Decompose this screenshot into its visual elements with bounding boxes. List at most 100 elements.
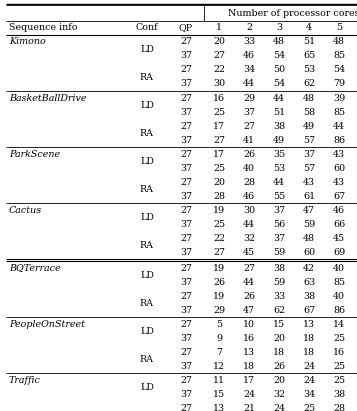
Text: 5: 5: [336, 23, 342, 32]
Text: 25: 25: [333, 333, 345, 342]
Text: BasketBallDrive: BasketBallDrive: [9, 93, 86, 102]
Text: 45: 45: [333, 233, 345, 242]
Text: RA: RA: [140, 72, 154, 81]
Text: 34: 34: [243, 65, 255, 74]
Text: 7: 7: [216, 347, 222, 356]
Text: 40: 40: [333, 291, 345, 300]
Text: 53: 53: [303, 65, 315, 74]
Text: 11: 11: [213, 376, 225, 385]
Text: 44: 44: [273, 178, 285, 187]
Text: 67: 67: [333, 192, 345, 201]
Text: 28: 28: [213, 192, 225, 201]
Text: Number of processor cores: Number of processor cores: [228, 9, 357, 18]
Text: 37: 37: [180, 79, 192, 88]
Text: 27: 27: [180, 319, 192, 328]
Text: RA: RA: [140, 355, 154, 363]
Text: 54: 54: [333, 65, 345, 74]
Text: LD: LD: [140, 212, 154, 222]
Text: Sequence info: Sequence info: [9, 23, 77, 32]
Text: 50: 50: [273, 65, 285, 74]
Text: LD: LD: [140, 157, 154, 166]
Text: 24: 24: [273, 404, 285, 411]
Text: 86: 86: [333, 136, 345, 145]
Text: 12: 12: [213, 362, 225, 370]
Text: 57: 57: [303, 136, 315, 145]
Text: LD: LD: [140, 326, 154, 335]
Text: 28: 28: [243, 178, 255, 187]
Text: 37: 37: [180, 136, 192, 145]
Text: 22: 22: [213, 233, 225, 242]
Text: 37: 37: [180, 219, 192, 229]
Text: 19: 19: [213, 263, 225, 272]
Text: 38: 38: [273, 263, 285, 272]
Text: 40: 40: [333, 263, 345, 272]
Text: 59: 59: [273, 277, 285, 286]
Text: 37: 37: [180, 247, 192, 256]
Text: 37: 37: [303, 150, 315, 159]
Text: 27: 27: [243, 122, 255, 131]
Text: 25: 25: [333, 362, 345, 370]
Text: 1: 1: [216, 23, 222, 32]
Text: 41: 41: [243, 136, 255, 145]
Text: 37: 37: [180, 333, 192, 342]
Text: 44: 44: [243, 219, 255, 229]
Text: 27: 27: [213, 51, 225, 60]
Text: 30: 30: [243, 206, 255, 215]
Text: 34: 34: [303, 390, 315, 399]
Text: RA: RA: [140, 240, 154, 249]
Text: 20: 20: [213, 37, 225, 46]
Text: 21: 21: [243, 404, 255, 411]
Text: 4: 4: [306, 23, 312, 32]
Text: 27: 27: [213, 247, 225, 256]
Text: 43: 43: [333, 178, 345, 187]
Text: 53: 53: [273, 164, 285, 173]
Text: RA: RA: [140, 298, 154, 307]
Text: 18: 18: [243, 362, 255, 370]
Text: QP: QP: [179, 23, 193, 32]
Text: 26: 26: [213, 277, 225, 286]
Text: 40: 40: [243, 164, 255, 173]
Text: 79: 79: [333, 79, 345, 88]
Text: 15: 15: [273, 319, 285, 328]
Text: 37: 37: [180, 192, 192, 201]
Text: 56: 56: [273, 219, 285, 229]
Text: 38: 38: [303, 291, 315, 300]
Text: 85: 85: [333, 277, 345, 286]
Text: 49: 49: [303, 122, 315, 131]
Text: 37: 37: [180, 164, 192, 173]
Text: 39: 39: [333, 93, 345, 102]
Text: 46: 46: [243, 51, 255, 60]
Text: 38: 38: [333, 390, 345, 399]
Text: 30: 30: [213, 79, 225, 88]
Text: 18: 18: [303, 333, 315, 342]
Text: 3: 3: [276, 23, 282, 32]
Text: 58: 58: [303, 108, 315, 116]
Text: 51: 51: [303, 37, 315, 46]
Text: Traffic: Traffic: [9, 376, 41, 385]
Text: 27: 27: [180, 263, 192, 272]
Text: 51: 51: [273, 108, 285, 116]
Text: 42: 42: [303, 263, 315, 272]
Text: LD: LD: [140, 270, 154, 279]
Text: 26: 26: [273, 362, 285, 370]
Text: 28: 28: [333, 404, 345, 411]
Text: 46: 46: [333, 206, 345, 215]
Text: 20: 20: [273, 376, 285, 385]
Text: 15: 15: [213, 390, 225, 399]
Text: RA: RA: [140, 185, 154, 194]
Text: 44: 44: [243, 79, 255, 88]
Text: 85: 85: [333, 108, 345, 116]
Text: 27: 27: [180, 37, 192, 46]
Text: 48: 48: [303, 93, 315, 102]
Text: 13: 13: [213, 404, 225, 411]
Text: 25: 25: [303, 404, 315, 411]
Text: 55: 55: [273, 192, 285, 201]
Text: 14: 14: [333, 319, 345, 328]
Text: 44: 44: [243, 277, 255, 286]
Text: 27: 27: [243, 263, 255, 272]
Text: 24: 24: [303, 376, 315, 385]
Text: 49: 49: [273, 136, 285, 145]
Text: 27: 27: [180, 178, 192, 187]
Text: 47: 47: [243, 305, 255, 314]
Text: 85: 85: [333, 51, 345, 60]
